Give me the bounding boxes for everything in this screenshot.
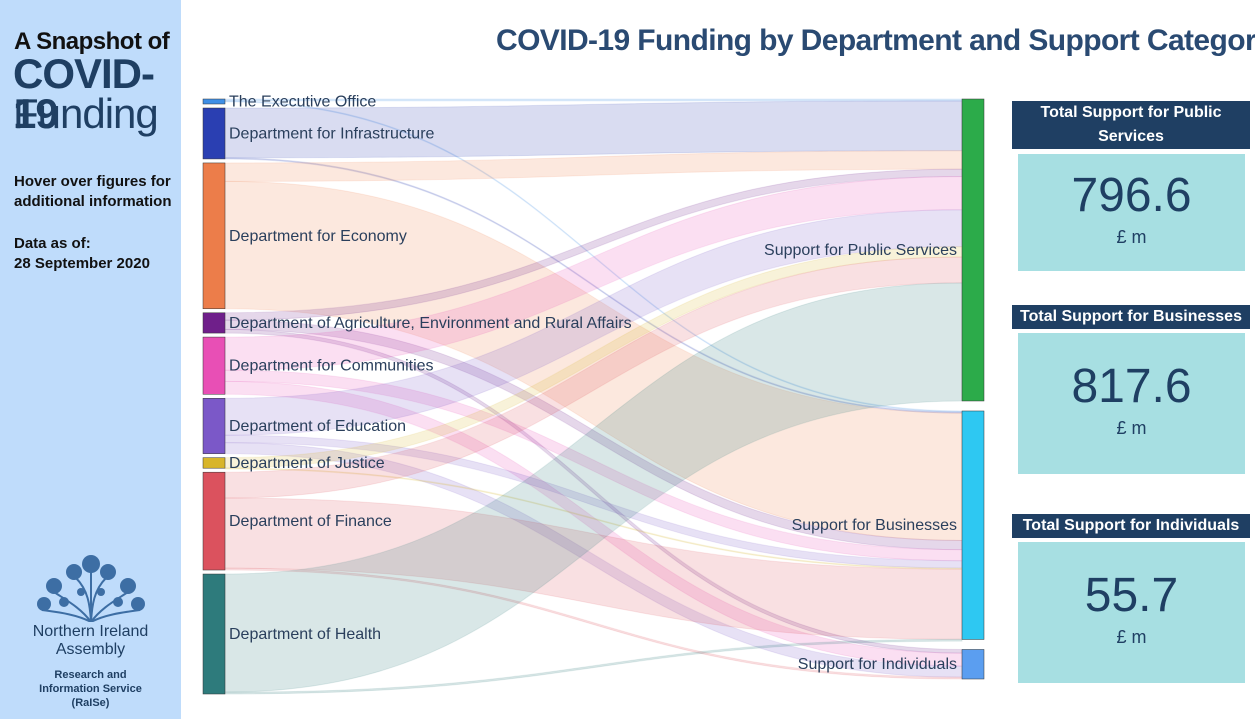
kpi-business-header: Total Support for Businesses bbox=[1012, 305, 1250, 329]
kpi-public-value[interactable]: 796.6 bbox=[1071, 169, 1192, 222]
kpi-individuals-unit: £ m bbox=[1116, 627, 1147, 647]
sankey-source-node[interactable] bbox=[202, 98, 226, 105]
sankey-source-node[interactable] bbox=[202, 336, 226, 395]
logo-subtitle: Research and Information Service (RaISe) bbox=[0, 668, 181, 710]
sankey-source-label: Department of Education bbox=[229, 418, 406, 435]
sankey-chart: The Executive Office Department for Infra… bbox=[202, 94, 985, 695]
logo-name-line1: Northern Ireland bbox=[32, 623, 149, 640]
hover-instructions: Hover over figures for additional inform… bbox=[14, 173, 172, 210]
sankey-link[interactable] bbox=[224, 638, 963, 695]
sankey-source-node[interactable] bbox=[202, 471, 226, 571]
sankey-source-label: Department of Health bbox=[229, 626, 381, 643]
kpi-individuals-value[interactable]: 55.7 bbox=[1084, 569, 1179, 622]
sankey-source-label: Department for Economy bbox=[229, 228, 407, 245]
data-as-of-date: 28 September 2020 bbox=[14, 255, 150, 272]
sankey-target-label: Support for Individuals bbox=[798, 656, 957, 673]
page-title: COVID-19 Funding by Department and Suppo… bbox=[496, 24, 1255, 57]
flax-flower-logo-icon bbox=[37, 555, 145, 622]
sankey-target-label: Support for Public Services bbox=[764, 242, 957, 259]
sankey-target-node[interactable] bbox=[961, 649, 985, 680]
sankey-target-node[interactable] bbox=[961, 98, 985, 402]
kpi-business-value[interactable]: 817.6 bbox=[1071, 360, 1192, 413]
sankey-source-label: Department of Agriculture, Environment a… bbox=[229, 315, 632, 332]
logo-subtitle-line2: Information Service bbox=[39, 683, 142, 695]
sankey-source-node[interactable] bbox=[202, 398, 226, 454]
kpi-business-box[interactable]: 817.6 £ m bbox=[1018, 333, 1245, 474]
data-as-of-label: Data as of: bbox=[14, 235, 91, 252]
sidebar: A Snapshot of COVID-19 Funding Hover ove… bbox=[0, 0, 181, 719]
sankey-target-label: Support for Businesses bbox=[792, 517, 957, 534]
sankey-labels: The Executive Office Department for Infra… bbox=[229, 94, 957, 674]
kpi-public-unit: £ m bbox=[1116, 227, 1147, 247]
kpi-public-header: Total Support for Public Services bbox=[1012, 101, 1250, 149]
logo-name-line2: Assembly bbox=[55, 641, 126, 658]
logo-subtitle-line3: (RaISe) bbox=[71, 697, 110, 709]
kpi-individuals-box[interactable]: 55.7 £ m bbox=[1018, 542, 1245, 683]
kpi-individuals-header: Total Support for Individuals bbox=[1012, 514, 1250, 538]
sidebar-title-line2: COVID-19 bbox=[13, 50, 155, 137]
kpi-business-unit: £ m bbox=[1116, 418, 1147, 438]
sankey-source-node[interactable] bbox=[202, 107, 226, 160]
logo-subtitle-line1: Research and bbox=[54, 669, 127, 681]
kpi-public-box[interactable]: 796.6 £ m bbox=[1018, 154, 1245, 271]
sankey-source-node[interactable] bbox=[202, 162, 226, 310]
sankey-source-node[interactable] bbox=[202, 457, 226, 469]
sankey-source-label: Department for Communities bbox=[229, 358, 434, 375]
sankey-source-node[interactable] bbox=[202, 312, 226, 334]
sidebar-title-line3: Funding bbox=[13, 90, 159, 137]
sankey-source-label: Department of Justice bbox=[229, 455, 385, 472]
sankey-links bbox=[224, 98, 963, 695]
sankey-target-node[interactable] bbox=[961, 410, 985, 640]
sankey-source-label: The Executive Office bbox=[229, 94, 376, 111]
sidebar-title-line1: A Snapshot of bbox=[14, 28, 170, 55]
sankey-source-node[interactable] bbox=[202, 573, 226, 695]
sankey-nodes bbox=[202, 98, 985, 695]
sankey-source-label: Department for Infrastructure bbox=[229, 125, 435, 142]
sankey-source-label: Department of Finance bbox=[229, 513, 392, 530]
